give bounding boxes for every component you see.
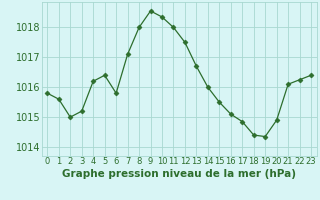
X-axis label: Graphe pression niveau de la mer (hPa): Graphe pression niveau de la mer (hPa) [62,169,296,179]
